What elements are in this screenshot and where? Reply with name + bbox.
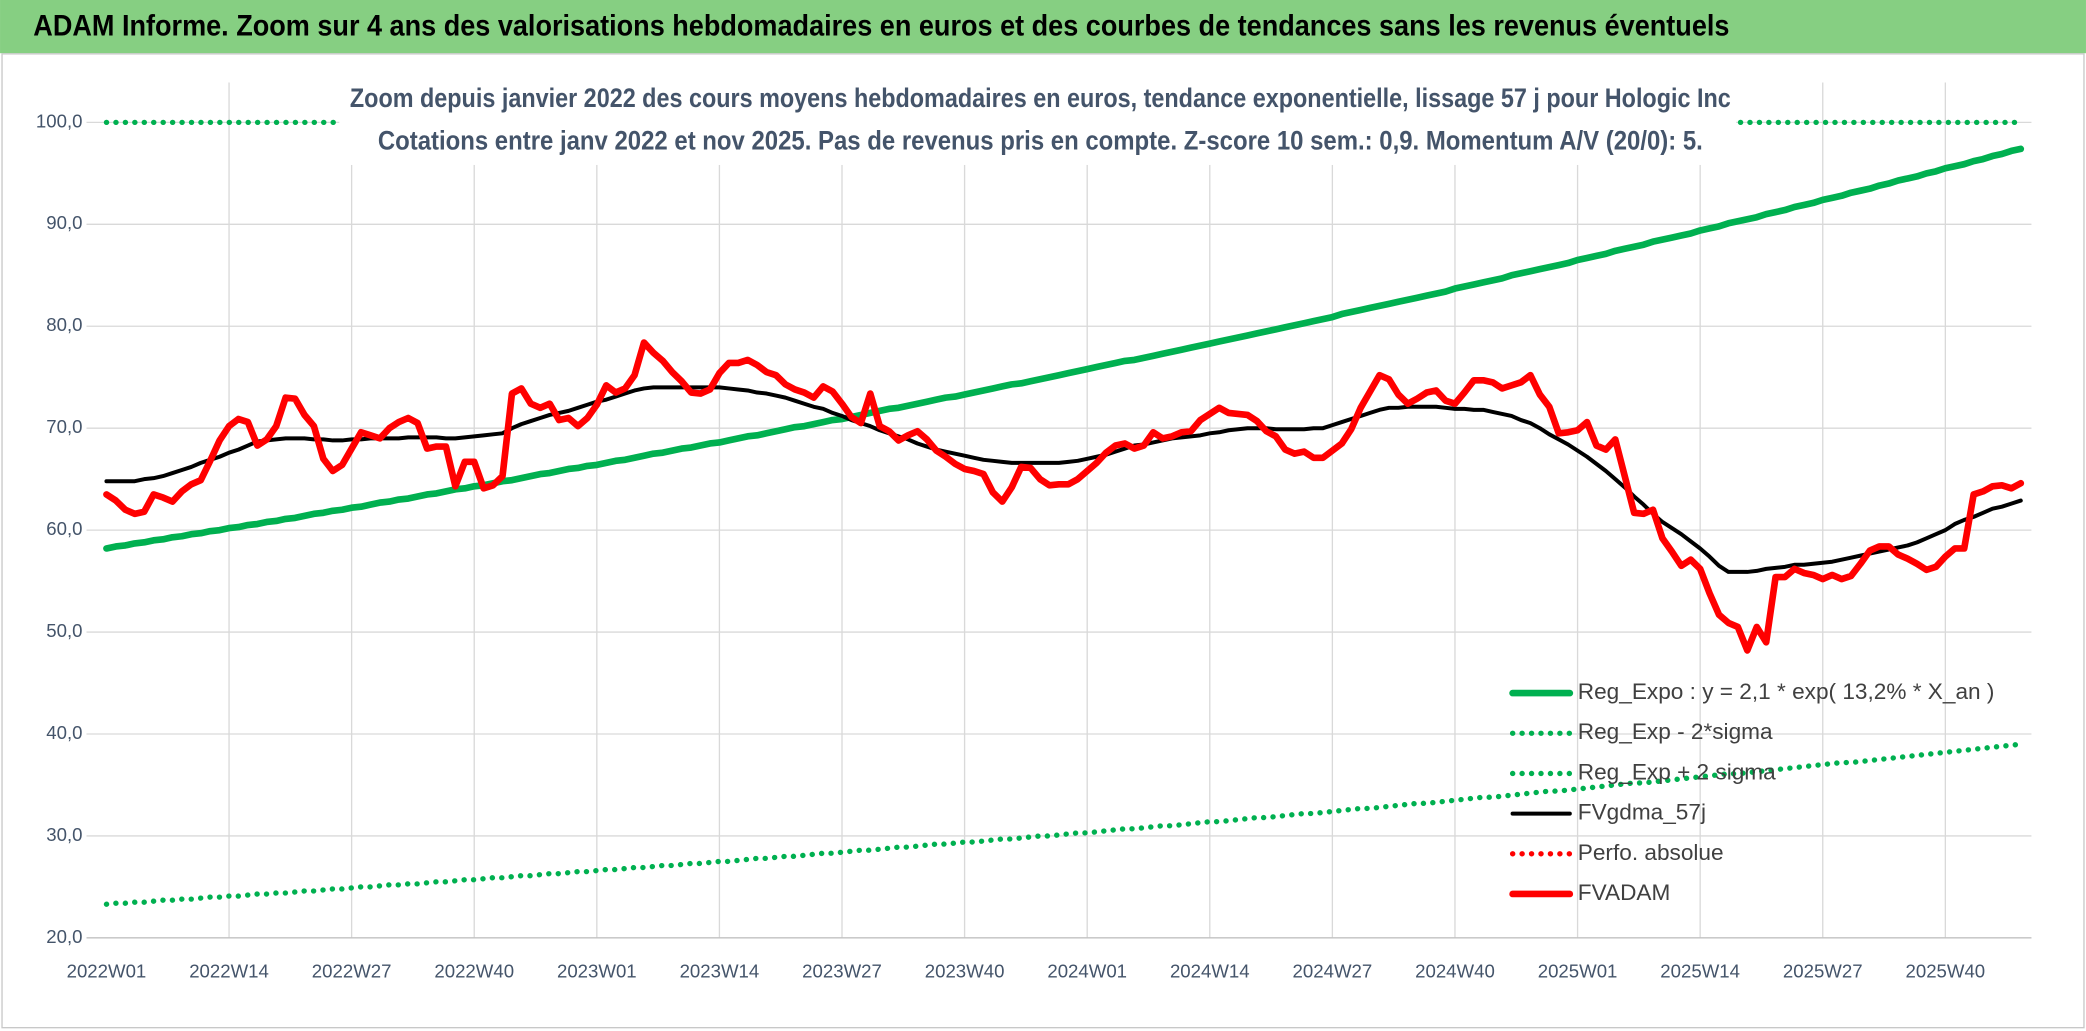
x-tick-label: 2025W40 [1906, 960, 1986, 981]
x-tick-label: 2024W01 [1047, 960, 1127, 981]
legend-label: FVgdma_57j [1578, 800, 1706, 825]
x-tick-label: 2022W27 [312, 960, 392, 981]
subtitle: Zoom depuis janvier 2022 des cours moyen… [350, 83, 1731, 113]
x-tick-label: 2024W40 [1415, 960, 1495, 981]
y-tick-label: 70,0 [46, 416, 82, 437]
x-tick-label: 2024W14 [1170, 960, 1250, 981]
y-tick-label: 30,0 [46, 824, 82, 845]
series-line [103, 145, 2025, 552]
legend-label: Reg_Exp + 2 sigma [1578, 759, 1776, 784]
series-line [103, 339, 2025, 654]
legend-label: FVADAM [1578, 880, 1671, 905]
y-tick-label: 40,0 [46, 722, 82, 743]
x-tick-label: 2025W14 [1660, 960, 1740, 981]
x-tick-label: 2024W27 [1293, 960, 1373, 981]
series-line [103, 741, 2024, 907]
header-bar [0, 0, 2086, 54]
x-tick-label: 2025W01 [1538, 960, 1618, 981]
x-tick-label: 2022W01 [67, 960, 147, 981]
y-tick-label: 50,0 [46, 620, 82, 641]
chart-title: ADAM Informe. Zoom sur 4 ans des valoris… [33, 11, 1729, 43]
subtitle-box [339, 77, 1737, 165]
y-tick-label: 20,0 [46, 926, 82, 947]
chart-frame [1, 53, 2085, 1029]
legend: Reg_Expo : y = 2,1 * exp( 13,2% * X_an )… [1509, 679, 1995, 905]
legend-label: Reg_Exp - 2*sigma [1578, 719, 1773, 744]
legend-label: Reg_Expo : y = 2,1 * exp( 13,2% * X_an ) [1578, 679, 1995, 704]
x-tick-label: 2023W40 [925, 960, 1005, 981]
x-tick-label: 2025W27 [1783, 960, 1863, 981]
x-tick-label: 2023W14 [680, 960, 760, 981]
y-tick-label: 80,0 [46, 314, 82, 335]
y-tick-label: 100,0 [36, 110, 83, 131]
y-tick-label: 90,0 [46, 212, 82, 233]
y-tick-label: 60,0 [46, 518, 82, 539]
x-tick-label: 2023W01 [557, 960, 637, 981]
x-tick-label: 2022W40 [434, 960, 514, 981]
legend-label: Perfo. absolue [1578, 840, 1724, 865]
x-tick-label: 2023W27 [802, 960, 882, 981]
subtitle: Cotations entre janv 2022 et nov 2025. P… [378, 125, 1703, 155]
x-tick-label: 2022W14 [189, 960, 269, 981]
